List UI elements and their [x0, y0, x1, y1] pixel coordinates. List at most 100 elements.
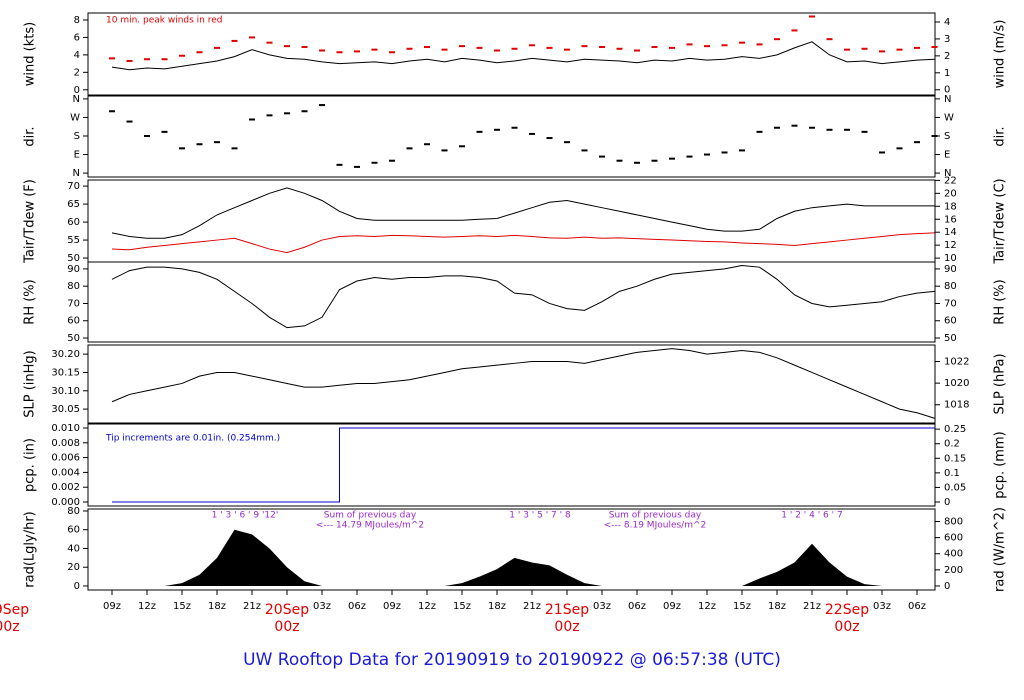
annotation: 10 min. peak winds in red [106, 16, 223, 26]
y-tick-label: 80 [67, 506, 80, 517]
line [111, 232, 935, 254]
day-hour-label: 00z [554, 619, 579, 635]
line [111, 348, 935, 419]
y-tick-label: 60 [67, 217, 80, 228]
y2-tick-label: 16 [944, 214, 957, 225]
y-axis-title: SLP (inHg) [23, 350, 38, 418]
y-tick-label: 0.010 [51, 423, 80, 434]
y2-tick-label: 1018 [944, 400, 969, 411]
y-tick-label: 70 [67, 181, 80, 192]
y2-tick-label: 600 [944, 533, 963, 544]
y2-tick-label: 0.15 [944, 453, 966, 464]
panel-frame [87, 95, 936, 178]
y2-axis-title: RH (%) [993, 279, 1008, 324]
x-tick-label: 09z [383, 601, 401, 612]
y-axis-title: wind (kts) [23, 22, 38, 86]
line [111, 264, 935, 329]
line [111, 41, 935, 71]
y2-tick-label: 4 [944, 17, 950, 28]
annotation: 1 ' 3 ' 6 ' 9 '12' [212, 511, 279, 521]
annotation: <--- 8.19 MJoules/m^2 [604, 521, 706, 531]
x-tick-label: 18z [488, 601, 506, 612]
panel-frame [87, 344, 936, 424]
day-label: 21Sep [545, 602, 589, 618]
y-tick-label: 40 [67, 543, 80, 554]
panel-frame [87, 179, 936, 263]
y-tick-label: N [73, 168, 80, 179]
x-tick-label: 12z [138, 601, 156, 612]
annotation: Tip increments are 0.01in. (0.254mm.) [105, 434, 280, 444]
x-tick-label: 18z [768, 601, 786, 612]
y-tick-label: 30.20 [51, 349, 80, 360]
day-hour-label: 00z [274, 619, 299, 635]
y2-tick-label: N [944, 94, 951, 105]
y2-axis-title: Tair/Tdew (C) [993, 178, 1008, 264]
y2-tick-label: 0.25 [944, 424, 966, 435]
y-tick-label: 20 [67, 562, 80, 573]
day-hour-label: 00z [0, 619, 20, 635]
x-tick-label: 18z [208, 601, 226, 612]
x-tick-label: 03z [313, 601, 331, 612]
x-tick-label: 06z [908, 601, 926, 612]
y2-tick-label: 80 [944, 281, 957, 292]
y-tick-label: 50 [67, 253, 80, 264]
x-tick-label: 21z [243, 601, 261, 612]
panel-frame [87, 423, 936, 507]
y-tick-label: 55 [67, 235, 80, 246]
x-tick-label: 12z [418, 601, 436, 612]
y2-tick-label: E [944, 150, 950, 161]
y2-tick-label: 0 [944, 581, 950, 592]
x-tick-label: 06z [348, 601, 366, 612]
annotation: 1 ' 3 ' 5 ' 7 ' 8 [509, 511, 571, 521]
y2-tick-label: 20 [944, 188, 957, 199]
y2-tick-label: 10 [944, 253, 957, 264]
y2-tick-label: 800 [944, 516, 963, 527]
x-tick-label: 21z [523, 601, 541, 612]
x-tick-label: 03z [873, 601, 891, 612]
y-tick-label: 60 [67, 316, 80, 327]
y-tick-label: 30.05 [51, 404, 80, 415]
y-tick-label: 6 [74, 32, 80, 43]
y2-tick-label: 70 [944, 298, 957, 309]
y-tick-label: 2 [74, 67, 80, 78]
y2-tick-label: W [944, 112, 954, 123]
day-label: 20Sep [265, 602, 309, 618]
y2-tick-label: 400 [944, 549, 963, 560]
y2-tick-label: 18 [944, 201, 957, 212]
y-tick-label: 8 [74, 15, 80, 26]
y-tick-label: E [74, 150, 80, 161]
annotation: 1 ' 2 ' 4 ' 6 ' 7 [781, 511, 842, 521]
y-axis-title: RH (%) [23, 279, 38, 324]
panel-frame [87, 261, 936, 343]
line [111, 187, 935, 239]
x-tick-label: 21z [803, 601, 821, 612]
y-axis-title: Tair/Tdew (F) [23, 179, 38, 264]
y2-axis-title: wind (m/s) [993, 20, 1008, 89]
y2-tick-label: 0.05 [944, 482, 966, 493]
chart-title: UW Rooftop Data for 20190919 to 20190922… [243, 650, 781, 670]
y-tick-label: 30.15 [51, 367, 80, 378]
y-tick-label: 60 [67, 525, 80, 536]
day-label: 19Sep [0, 602, 29, 618]
y2-tick-label: 90 [944, 264, 957, 275]
area [112, 529, 935, 586]
annotation: Sum of previous day [609, 511, 702, 521]
y-tick-label: 0.000 [51, 497, 80, 508]
y2-tick-label: 0.1 [944, 468, 960, 479]
y2-tick-label: 1022 [944, 357, 969, 368]
y2-tick-label: 1020 [944, 378, 969, 389]
y-tick-label: 0 [74, 85, 80, 96]
y-tick-label: 90 [67, 264, 80, 275]
y-axis-title: dir. [23, 126, 38, 146]
y2-axis-title: dir. [993, 126, 1008, 146]
y-tick-label: 4 [74, 50, 80, 61]
y-tick-label: 0.002 [51, 482, 80, 493]
x-tick-label: 03z [593, 601, 611, 612]
y2-tick-label: N [944, 168, 951, 179]
y2-tick-label: 1 [944, 68, 950, 79]
x-tick-label: 15z [453, 601, 471, 612]
y-axis-title: pcp. (in) [23, 438, 38, 492]
y2-tick-label: 50 [944, 333, 957, 344]
y-tick-label: 80 [67, 281, 80, 292]
